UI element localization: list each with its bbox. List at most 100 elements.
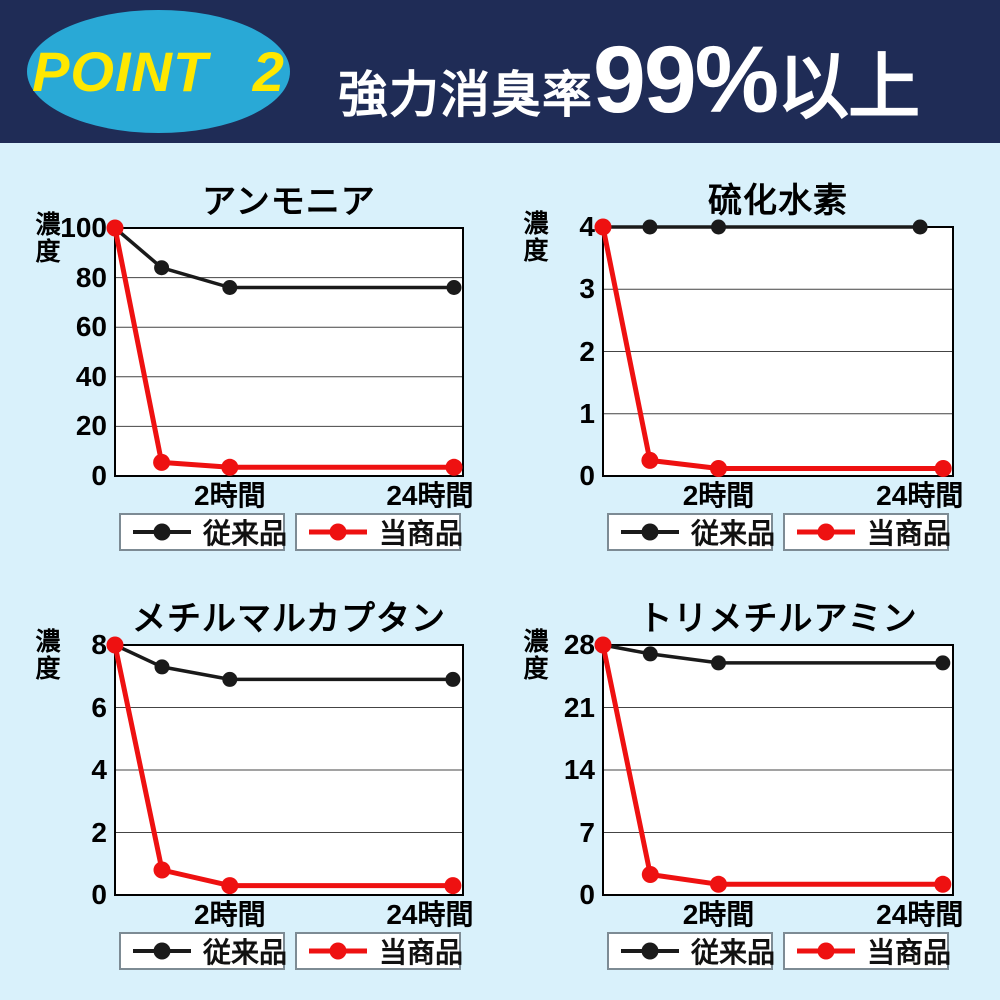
x-tick-label: 24時間 (386, 899, 474, 930)
y-tick-label: 80 (75, 261, 107, 293)
legend-label-product: 当商品 (379, 937, 464, 968)
data-point-product (445, 458, 463, 476)
data-point-product (641, 866, 659, 883)
data-point-product (710, 875, 727, 893)
data-point-product (153, 861, 171, 879)
headline-percentage: 99% (593, 27, 779, 133)
series-line-product (600, 642, 946, 887)
legend-box-product: 当商品 (783, 932, 952, 970)
y-tick-label: 3 (579, 273, 595, 305)
plot-frame (114, 644, 464, 896)
data-point-product (641, 451, 659, 469)
data-point-product (153, 453, 171, 471)
legend-label-product: 当商品 (867, 518, 952, 549)
x-tick-label: 2時間 (682, 480, 755, 511)
data-point-conventional (935, 655, 951, 671)
chart-title: トリメチルアミン (638, 600, 918, 638)
legend-box-conventional: 従来品 (119, 513, 288, 551)
data-point-product (106, 219, 124, 237)
legend-line-conventional (621, 530, 679, 534)
y-axis-label: 濃度 (35, 628, 61, 683)
x-tick-label: 24時間 (386, 480, 474, 511)
data-point-product (594, 636, 612, 654)
headline-suffix: 以上 (777, 48, 920, 128)
data-point-conventional (595, 219, 611, 235)
legend-marker-conventional (133, 522, 191, 542)
legend-line-conventional (133, 949, 191, 953)
legend-box-conventional: 従来品 (607, 932, 775, 970)
legend-marker-conventional (133, 941, 191, 961)
legend-marker-product (309, 941, 367, 961)
chart-title: 硫化水素 (708, 182, 848, 220)
headline-prefix: 強力消臭率 (338, 67, 593, 123)
legend-line-product (797, 529, 855, 535)
y-tick-label: 20 (75, 410, 107, 442)
y-tick-label: 40 (75, 360, 107, 392)
headline: 強力消臭率 99% 以上 (338, 26, 920, 135)
data-point-conventional (912, 219, 928, 235)
y-tick-label: 8 (91, 629, 107, 660)
plot-area (106, 219, 464, 477)
plot-area (594, 636, 954, 896)
y-tick-label: 60 (75, 311, 107, 343)
x-tick-label: 2時間 (194, 899, 266, 930)
plot-background (115, 645, 463, 895)
legend-line-product (309, 529, 367, 535)
y-axis-label: 濃度 (35, 211, 61, 266)
data-point-conventional (222, 671, 238, 687)
y-tick-label: 7 (579, 816, 595, 848)
legend-dot-conventional (153, 942, 171, 960)
legend-dot-product (329, 942, 347, 960)
legend-label-product: 当商品 (867, 937, 952, 968)
y-axis-label: 濃度 (523, 210, 549, 265)
legend-label-product: 当商品 (379, 518, 464, 549)
data-point-conventional (711, 219, 726, 235)
header-banner: POINT 2 強力消臭率 99% 以上 (0, 0, 1000, 143)
legend-dot-product (817, 523, 835, 541)
plot-frame (602, 226, 954, 477)
series-line-conventional (113, 643, 455, 682)
x-tick-label: 24時間 (876, 899, 964, 930)
x-tick-label: 2時間 (194, 480, 266, 511)
legend-line-conventional (133, 530, 191, 534)
data-point-product (710, 460, 727, 477)
y-tick-label: 0 (91, 879, 107, 910)
legend-label-conventional: 従来品 (203, 518, 288, 549)
data-point-conventional (445, 671, 461, 687)
plot-area (594, 218, 954, 477)
y-tick-label: 4 (579, 211, 595, 242)
y-tick-label: 1 (579, 397, 595, 429)
data-point-conventional (711, 655, 726, 671)
data-point-product (934, 460, 952, 477)
legend-box-conventional: 従来品 (607, 513, 775, 551)
plot-frame (602, 644, 954, 896)
series-line-product (112, 642, 456, 889)
data-point-conventional (154, 260, 170, 276)
data-point-conventional (107, 220, 123, 236)
y-tick-label: 0 (579, 460, 595, 491)
y-axis-label: 濃度 (523, 628, 549, 683)
y-tick-label: 2 (579, 335, 595, 367)
y-tick-label: 4 (91, 754, 107, 785)
y-tick-label: 21 (563, 691, 595, 723)
legend-dot-conventional (641, 523, 659, 541)
series-line-product (600, 224, 946, 471)
x-tick-label: 2時間 (682, 899, 755, 930)
chart-title: メチルマルカプタン (132, 600, 446, 638)
series-line-product (112, 225, 457, 470)
legend-marker-product (797, 941, 855, 961)
data-point-conventional (642, 646, 658, 662)
y-tick-label: 6 (91, 691, 107, 723)
point-badge-label: POINT 2 (32, 40, 285, 103)
data-point-product (221, 458, 239, 476)
legend-marker-conventional (621, 522, 679, 542)
y-tick-label: 0 (579, 879, 595, 910)
legend-box-conventional: 従来品 (119, 932, 287, 970)
data-point-product (106, 636, 124, 654)
y-tick-label: 28 (563, 629, 595, 660)
legend-marker-conventional (621, 941, 679, 961)
